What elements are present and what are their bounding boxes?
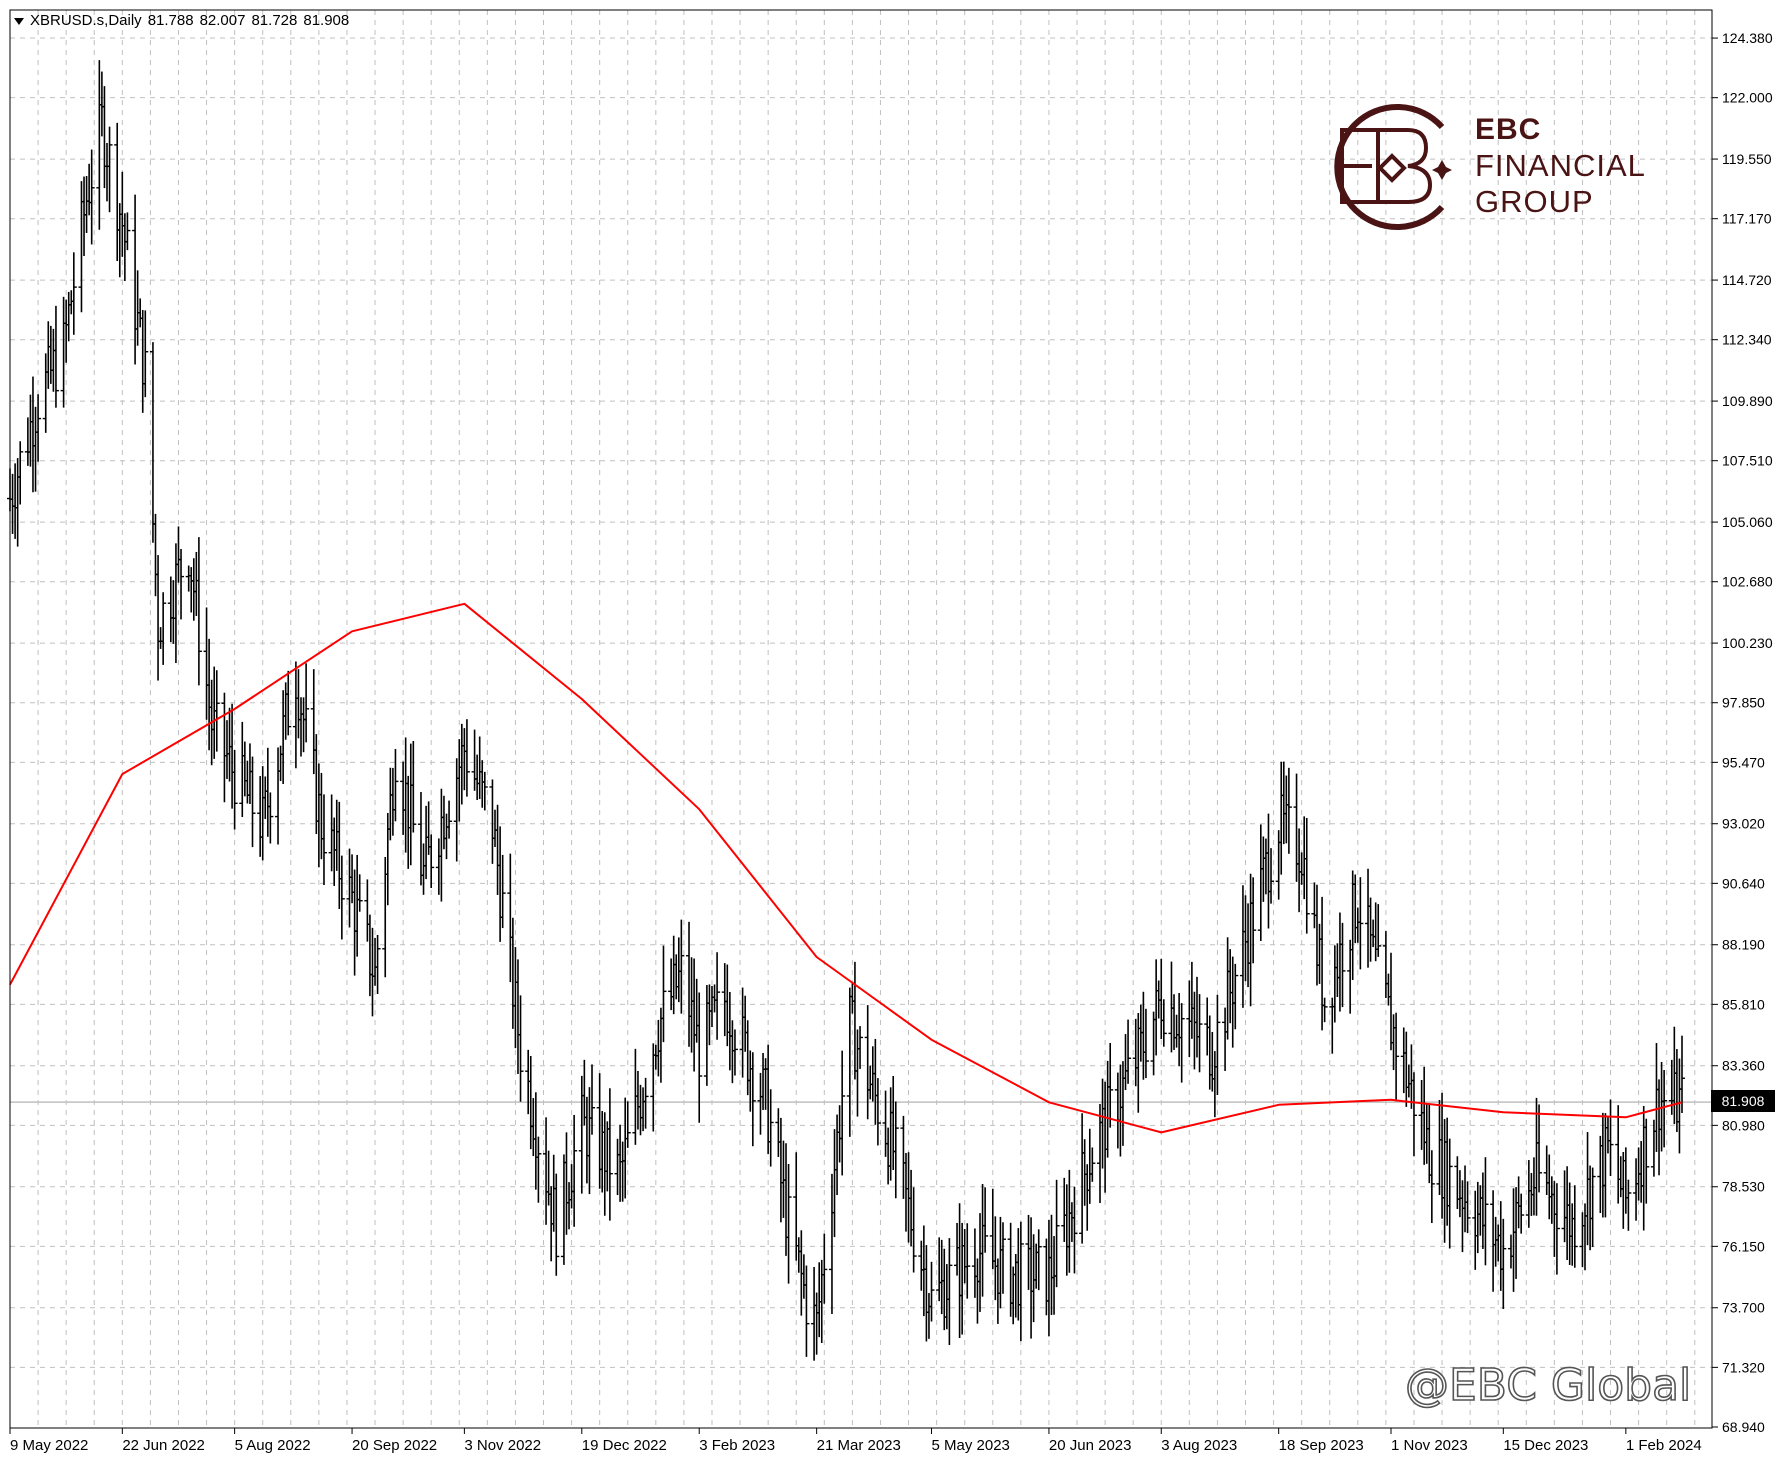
x-tick-label: 3 Nov 2022: [464, 1437, 541, 1454]
x-tick-label: 18 Sep 2023: [1279, 1437, 1364, 1454]
y-tick-label: 102.680: [1722, 574, 1773, 590]
y-tick-label: 83.360: [1722, 1058, 1765, 1074]
logo-line-financial: FINANCIAL: [1475, 148, 1646, 183]
x-tick-label: 20 Sep 2022: [352, 1437, 437, 1454]
logo-wordmark: EBC FINANCIAL GROUP: [1475, 112, 1646, 220]
high-value: 82.007: [199, 12, 246, 29]
open-value: 81.788: [147, 12, 194, 29]
moving-average: [9, 602, 1683, 1134]
x-tick-label: 5 May 2023: [932, 1437, 1010, 1454]
y-tick-label: 100.230: [1722, 635, 1773, 651]
y-tick-label: 95.470: [1722, 754, 1765, 770]
watermark: @EBC Global: [1404, 1359, 1692, 1412]
y-tick-label: 85.810: [1722, 996, 1765, 1012]
plot-border: [9, 9, 1713, 1429]
y-tick-label: 119.550: [1722, 151, 1772, 167]
y-tick-label: 90.640: [1722, 875, 1765, 891]
dropdown-triangle-icon[interactable]: [14, 17, 24, 25]
y-tick-label: 109.890: [1722, 393, 1773, 409]
y-tick-label: 73.700: [1722, 1300, 1765, 1316]
symbol-label: XBRUSD.s,Daily: [30, 12, 142, 29]
close-value: 81.908: [303, 12, 350, 29]
y-tick-label: 122.000: [1722, 90, 1773, 106]
x-tick-label: 9 May 2022: [10, 1437, 88, 1454]
logo-line-group: GROUP: [1475, 184, 1594, 219]
x-tick-label: 1 Nov 2023: [1391, 1437, 1468, 1454]
ohlc-bars: [7, 60, 1685, 1361]
low-value: 81.728: [251, 12, 298, 29]
y-tick-label: 93.020: [1722, 816, 1765, 832]
symbol-header: XBRUSD.s,Daily 81.788 82.007 81.728 81.908: [14, 12, 355, 29]
grid: [9, 10, 1712, 1428]
last-price-badge: 81.908: [1711, 1090, 1775, 1112]
x-tick-label: 3 Aug 2023: [1161, 1437, 1237, 1454]
y-tick-label: 112.340: [1722, 332, 1772, 348]
y-tick-label: 114.720: [1722, 272, 1772, 288]
x-tick-label: 5 Aug 2022: [235, 1437, 311, 1454]
x-tick-label: 22 Jun 2022: [122, 1437, 205, 1454]
y-tick-label: 97.850: [1722, 695, 1765, 711]
y-tick-label: 124.380: [1722, 30, 1773, 46]
ebc-logo-icon: [1334, 104, 1452, 230]
y-tick-label: 80.980: [1722, 1117, 1765, 1133]
y-tick-label: 71.320: [1722, 1359, 1765, 1375]
moving-average-line: [9, 602, 1683, 1134]
x-tick-label: 1 Feb 2024: [1626, 1437, 1702, 1454]
y-tick-label: 105.060: [1722, 514, 1773, 530]
y-tick-label: 107.510: [1722, 453, 1773, 469]
x-tick-label: 20 Jun 2023: [1049, 1437, 1132, 1454]
x-tick-label: 15 Dec 2023: [1503, 1437, 1588, 1454]
y-tick-label: 76.150: [1722, 1238, 1765, 1254]
x-tick-label: 19 Dec 2022: [582, 1437, 667, 1454]
x-tick-label: 21 Mar 2023: [817, 1437, 901, 1454]
y-tick-label: 117.170: [1722, 211, 1772, 227]
x-tick-label: 3 Feb 2023: [699, 1437, 775, 1454]
y-tick-label: 68.940: [1722, 1419, 1765, 1435]
y-tick-label: 78.530: [1722, 1179, 1765, 1195]
logo-line-ebc: EBC: [1475, 113, 1542, 146]
axes: 124.380 122.000 119.550 117.170 114.720 112.3…: [9, 9, 1773, 1454]
y-tick-label: 88.190: [1722, 937, 1765, 953]
